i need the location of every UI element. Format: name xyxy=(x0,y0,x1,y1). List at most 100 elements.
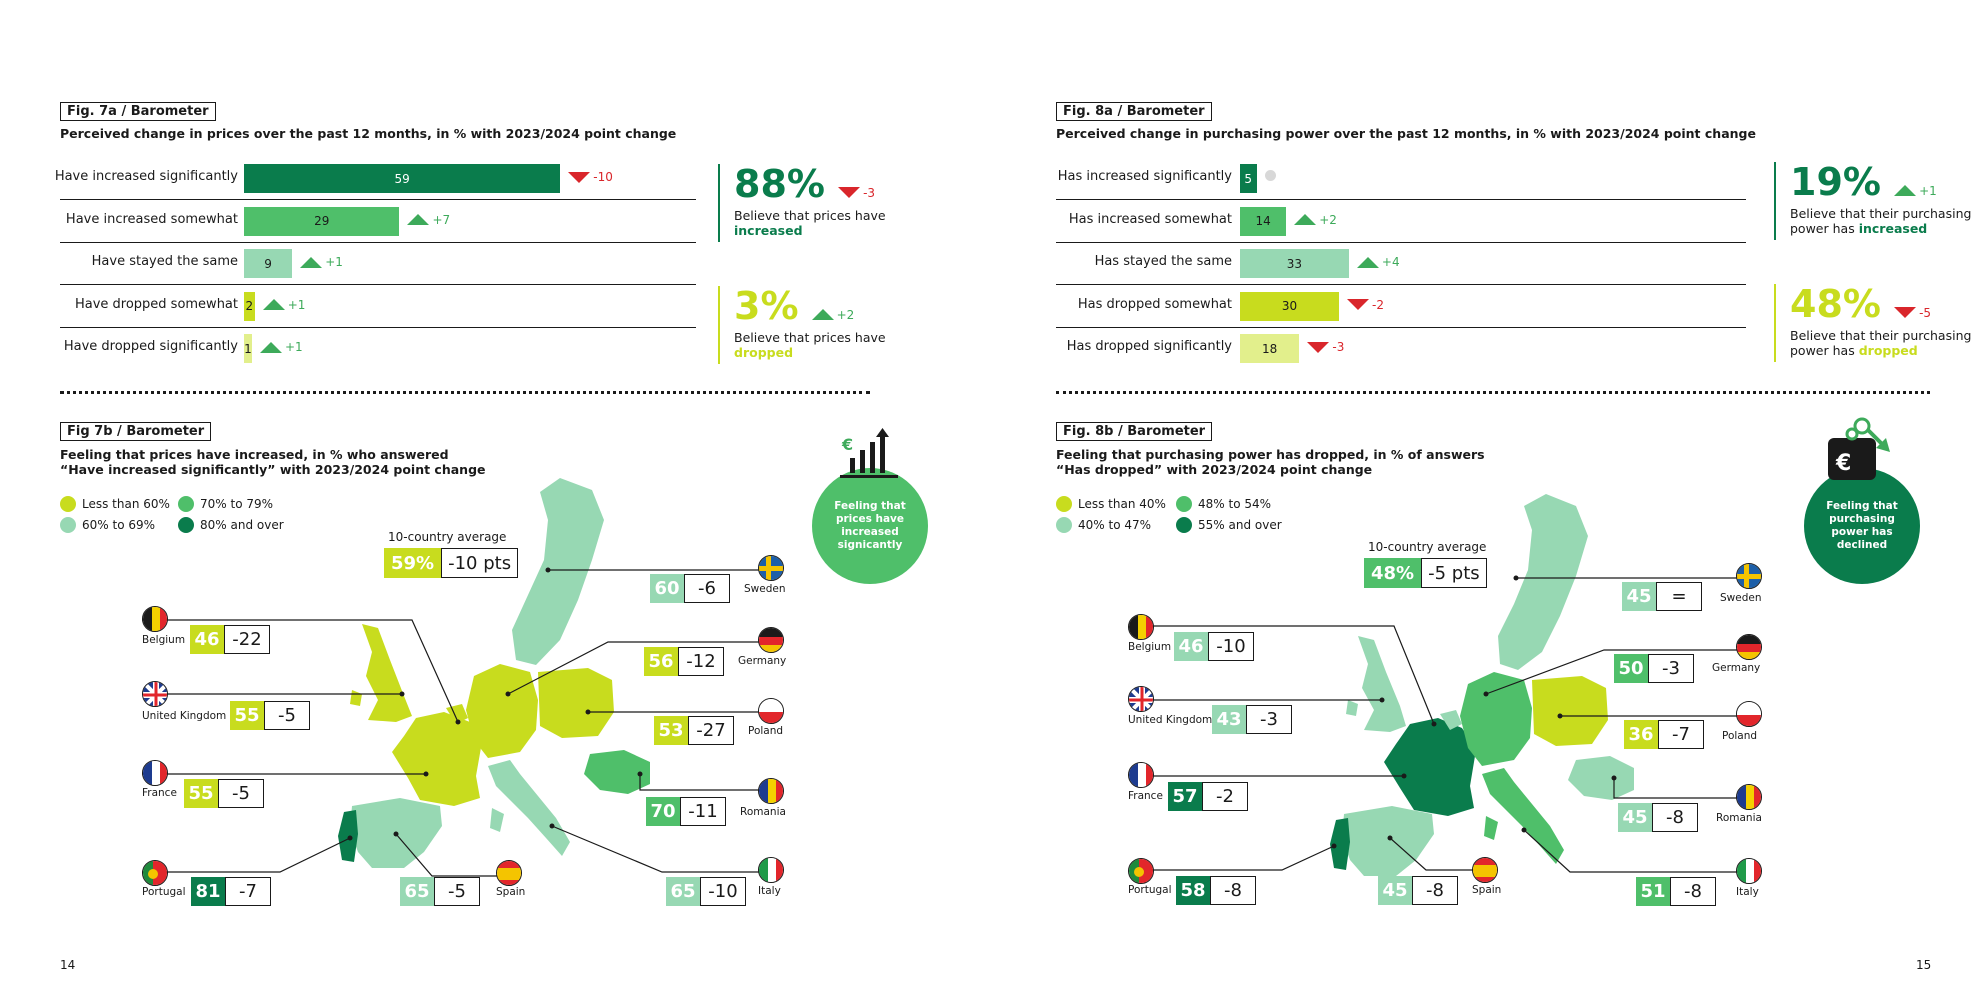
country-name: Belgium xyxy=(1128,641,1172,653)
bar-category-label: Has dropped significantly xyxy=(1066,339,1232,354)
bar-point-change xyxy=(1264,170,1276,181)
bar-category-label: Has increased somewhat xyxy=(1068,211,1232,227)
country-value: 51 xyxy=(1636,877,1670,906)
map-sweden xyxy=(1498,494,1588,670)
fig-8b-tag: Fig. 8b / Barometer xyxy=(1056,422,1213,441)
page-number: 14 xyxy=(60,958,76,972)
bar-category-label: Have dropped significantly xyxy=(63,339,238,354)
bar-row: Has increased significantly 5 xyxy=(1056,158,1746,200)
average-value: 59% xyxy=(384,548,442,578)
bar-value-label: 33 xyxy=(1286,256,1303,271)
page-number: 15 xyxy=(1916,958,1932,972)
country-name: Spain xyxy=(496,886,526,898)
flag-france-icon xyxy=(1128,762,1154,788)
bar-row: Has dropped somewhat 30 -2 xyxy=(1056,286,1746,328)
bar-category-label: Have increased significantly xyxy=(54,169,238,184)
summary-text-line: Believe that their purchasing xyxy=(1790,328,1972,343)
country-change: -5 xyxy=(264,701,310,730)
summary-prices-dropped: 3% +2 Believe that prices have dropped xyxy=(718,286,886,364)
flag-belgium-icon xyxy=(142,606,168,632)
summary-pct: 3% xyxy=(734,284,799,328)
bar-value-label: 30 xyxy=(1281,299,1298,313)
flag-sweden-icon xyxy=(758,555,784,581)
map-poland xyxy=(1532,676,1608,746)
up-arrow-icon xyxy=(1894,185,1917,196)
country-callout-germany: 56 -12 xyxy=(644,647,724,676)
legend-swatch xyxy=(1176,517,1192,533)
map-belgium xyxy=(1440,710,1462,730)
country-value: 57 xyxy=(1168,782,1202,811)
summary-delta-value: -5 xyxy=(1919,305,1932,320)
flag-belgium-icon xyxy=(1128,614,1154,640)
legend-label: Less than 40% xyxy=(1078,497,1166,511)
bar-category-label: Have dropped somewhat xyxy=(74,296,238,312)
country-value: 81 xyxy=(191,877,225,906)
bar-point-change: -2 xyxy=(1347,298,1384,312)
country-name: Italy xyxy=(758,885,781,897)
country-name: Spain xyxy=(1472,884,1502,896)
bar-value-label: 2 xyxy=(245,299,254,313)
country-callout-belgium: 46 -10 xyxy=(1174,632,1254,661)
country-value: 45 xyxy=(1622,582,1656,611)
country-value: 45 xyxy=(1378,876,1412,905)
fig-7b-tag: Fig 7b / Barometer xyxy=(60,422,212,441)
average-delta: -10 pts xyxy=(441,548,519,578)
point-change-value: -2 xyxy=(1372,297,1384,312)
bar-row: Have dropped significantly 1 +1 xyxy=(60,328,696,370)
europe-map-prices xyxy=(142,478,762,877)
up-arrow-icon xyxy=(1356,256,1379,268)
country-name: Poland xyxy=(748,725,784,737)
country-change: -12 xyxy=(678,647,724,676)
country-change: -5 xyxy=(434,877,480,906)
point-change-value: +1 xyxy=(287,297,306,312)
bar-point-change: +4 xyxy=(1356,255,1400,269)
flag-germany-icon xyxy=(1736,634,1762,660)
country-value: 65 xyxy=(666,877,700,906)
legend-swatch xyxy=(1056,517,1072,533)
down-arrow-icon xyxy=(1894,307,1917,318)
fig-8a-subtitle: Perceived change in purchasing power ove… xyxy=(1056,126,1756,141)
bar-value-label: 29 xyxy=(314,214,330,228)
country-name: United Kingdom xyxy=(142,710,227,722)
map-connector-lines xyxy=(1138,577,1740,873)
flag-italy-icon xyxy=(758,857,784,883)
country-value: 43 xyxy=(1212,705,1246,734)
country-callout-sweden: 45 = xyxy=(1622,582,1702,611)
map-italy xyxy=(1482,768,1564,864)
country-change: -8 xyxy=(1412,876,1458,905)
country-name: Italy xyxy=(1736,886,1759,898)
legend-item: 70% to 79% xyxy=(178,496,273,512)
up-arrow-icon xyxy=(300,256,323,268)
summary-delta-value: -3 xyxy=(863,185,876,200)
country-name: Portugal xyxy=(1128,884,1172,896)
country-change: -11 xyxy=(680,797,726,826)
country-change: -8 xyxy=(1210,876,1256,905)
country-value: 36 xyxy=(1624,720,1658,749)
country-value: 55 xyxy=(184,779,218,808)
bar-row: Have increased somewhat 29 +7 xyxy=(60,201,696,243)
country-change: -2 xyxy=(1202,782,1248,811)
map-point-dots xyxy=(1331,575,1617,849)
map-romania xyxy=(1568,756,1634,800)
country-value: 65 xyxy=(400,877,434,906)
bar-value-label: 9 xyxy=(264,256,272,271)
point-change-value: -10 xyxy=(593,170,613,184)
summary-pct: 88% xyxy=(734,162,825,206)
country-value: 70 xyxy=(646,797,680,826)
country-name: Sweden xyxy=(1720,592,1762,604)
summary-emph: increased xyxy=(734,223,803,238)
bar: 5 xyxy=(1240,164,1257,193)
flag-romania-icon xyxy=(758,778,784,804)
map-connector-lines xyxy=(142,569,762,877)
legend-item: Less than 60% xyxy=(60,496,170,512)
fig-8b-subtitle-1: Feeling that purchasing power has droppe… xyxy=(1056,447,1485,462)
bar: 30 xyxy=(1240,291,1339,321)
flag-portugal-icon xyxy=(142,860,168,886)
summary-text: Believe that prices have dropped xyxy=(734,330,886,360)
country-change: -7 xyxy=(225,877,271,906)
bar-value-label: 1 xyxy=(244,341,252,356)
chart-arrow-icon: € xyxy=(840,428,898,478)
bar-category-label: Have stayed the same xyxy=(91,254,238,269)
map-poland xyxy=(538,668,614,738)
country-change: -5 xyxy=(218,779,264,808)
